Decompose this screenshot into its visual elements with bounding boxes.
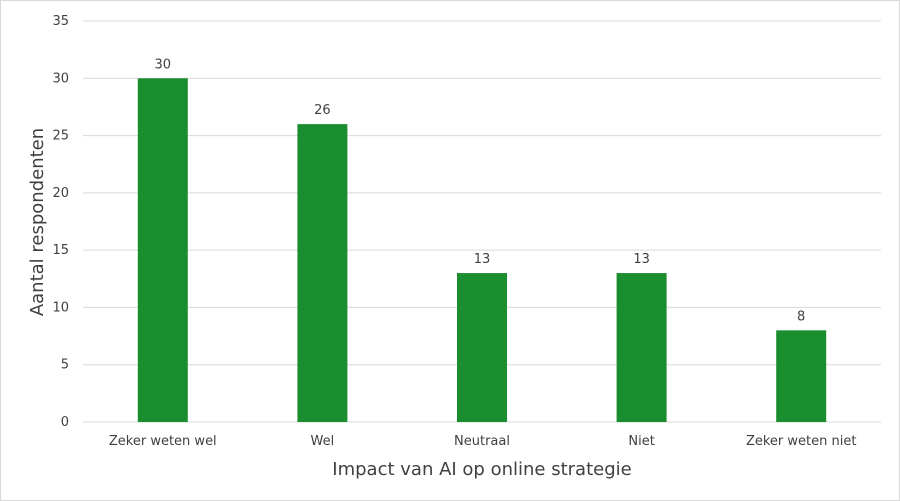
y-tick-label: 5 [61,358,69,373]
data-label: 13 [474,252,491,267]
y-tick-label: 20 [52,186,69,201]
data-label: 8 [797,309,805,324]
bars [137,78,827,423]
y-tick-label: 35 [52,14,69,29]
y-tick-label: 30 [52,71,69,86]
y-tick-label: 15 [52,243,69,258]
data-labels: 30 26 13 13 8 [155,57,806,324]
y-tick-labels: 0 5 10 15 20 25 30 35 [52,14,69,430]
data-label: 26 [314,103,331,118]
bar [297,124,348,422]
data-label: 30 [155,57,172,72]
x-tick-label: Zeker weten niet [746,434,857,449]
bar [616,273,667,422]
bar [776,330,827,422]
y-axis-title: Aantal respondenten [27,128,48,316]
data-label: 13 [633,252,650,267]
x-tick-label: Wel [311,434,335,449]
x-tick-label: Niet [628,434,654,449]
y-tick-label: 0 [61,415,69,430]
x-tick-label: Neutraal [454,434,510,449]
bar [137,78,188,423]
x-tick-label: Zeker weten wel [109,434,217,449]
y-tick-label: 25 [52,129,69,144]
x-axis-title: Impact van AI op online strategie [332,459,631,480]
bar [457,273,507,422]
y-tick-label: 10 [52,300,69,315]
x-tick-labels: Zeker weten wel Wel Neutraal Niet Zeker wete… [109,434,857,449]
